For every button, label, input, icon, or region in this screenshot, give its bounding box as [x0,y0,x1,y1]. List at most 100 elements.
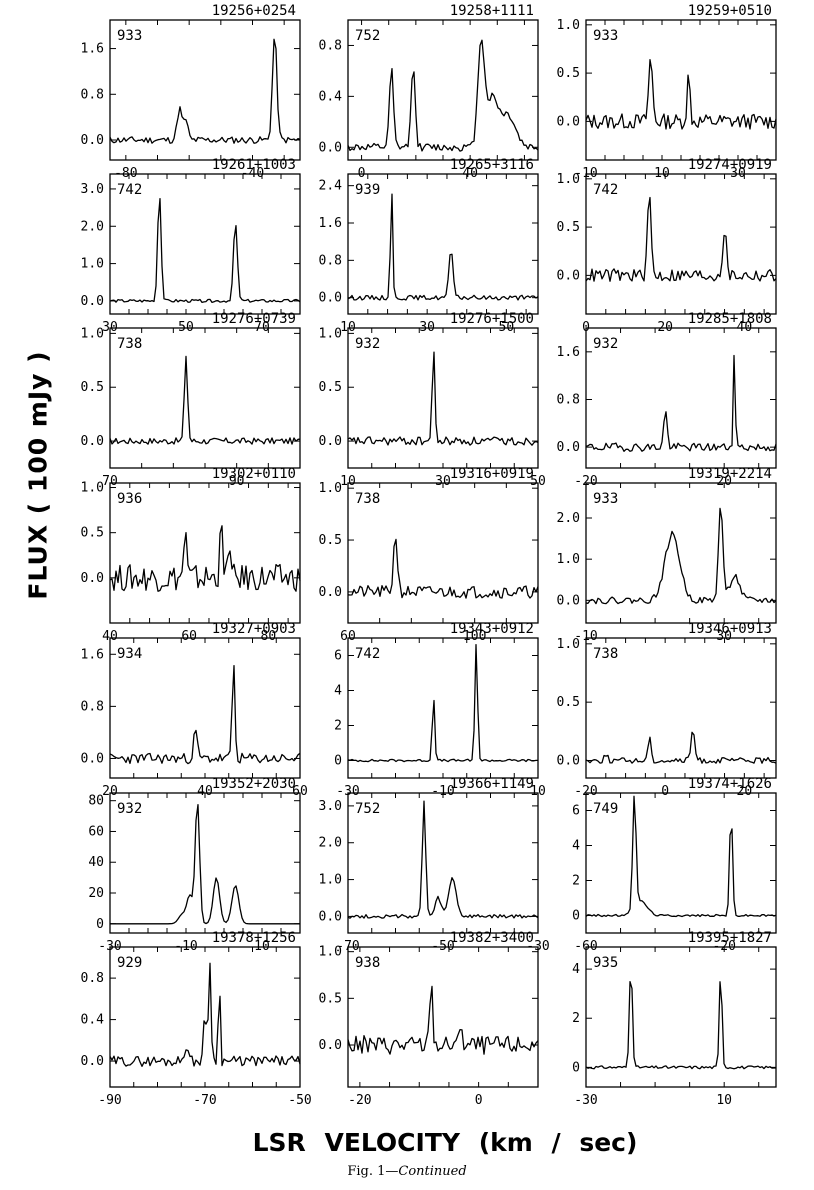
panel-frame [109,482,301,624]
x-tick-label: 30 [716,629,732,644]
y-tick-label: 0.5 [81,526,104,541]
spectrum-panel: 19276+0739 738 0.0 0.5 1.0 70 90 [81,311,301,489]
spectrum-line [585,731,777,764]
panel-title: 19256+0254 [212,3,296,19]
y-tick-label: 2.4 [319,179,343,194]
panel-title: 19259+0510 [688,3,772,19]
y-tick-label: 1.6 [81,42,104,57]
x-tick-label: 50 [530,474,546,489]
y-tick-label: 0.0 [557,268,580,283]
x-tick-label: 30 [435,474,451,489]
panel-id: 938 [355,955,380,971]
panel-title: 19378+1256 [212,930,296,946]
spectrum-panel: 19285+1808 932 0.0 0.8 1.6 -20 20 [557,311,777,489]
y-tick-label: 0.5 [319,533,342,548]
x-tick-label: -10 [431,784,454,799]
y-tick-label: 1.6 [81,647,104,662]
figure-caption: Fig. 1—Continued [300,1164,514,1179]
panel-id: 933 [593,491,618,507]
x-tick-label: -30 [574,1093,597,1108]
spectrum-line [109,665,301,765]
x-tick-label: 100 [463,629,486,644]
x-tick-label: 80 [261,629,277,644]
y-tick-label: 0.8 [81,87,104,102]
y-tick-label: 20 [88,886,104,901]
panel-id: 932 [355,336,380,352]
spectrum-panel: 19319+2214 933 0.0 1.0 2.0 -10 30 [557,466,777,644]
caption-continued: Continued [398,1164,467,1179]
panel-id: 738 [117,336,142,352]
spectrum-line [347,351,539,446]
panel-frame [585,637,777,779]
x-tick-label: -20 [348,1093,371,1108]
panel-title: 19265+3116 [450,157,534,173]
y-tick-label: 0.0 [81,294,104,309]
x-tick-label: 90 [229,474,245,489]
y-tick-label: 0.4 [81,1013,105,1028]
x-tick-label: -30 [336,784,359,799]
spectrum-line [347,800,539,919]
panel-frame [585,482,777,624]
x-tick-label: 0 [661,784,669,799]
x-tick-label: -20 [574,784,597,799]
y-tick-label: 80 [88,794,104,809]
y-tick-label: 0.8 [81,699,104,714]
y-axis-label: FLUX ( 100 mJy ) [8,250,68,700]
y-tick-label: 0.0 [319,140,342,155]
x-tick-label: 20 [102,784,118,799]
spectrum-panel: 19395+1827 935 0 2 4 -30 10 [572,930,777,1108]
x-tick-label: -20 [574,474,597,489]
y-tick-label: 3.0 [319,799,342,814]
panel-frame [109,19,301,161]
y-tick-label: 0.5 [557,66,580,81]
x-tick-label: 60 [292,784,308,799]
panel-title: 19285+1808 [688,311,772,327]
panel-id: 936 [117,491,142,507]
panel-id: 933 [117,28,142,44]
y-tick-label: 1.0 [319,873,342,888]
y-tick-label: 0.4 [319,89,343,104]
y-tick-label: 0.5 [319,991,342,1006]
y-tick-label: 0 [572,909,580,924]
panel-id: 932 [593,336,618,352]
y-tick-label: 0 [96,917,104,932]
spectrum-panel: 19382+3400 938 0.0 0.5 1.0 -20 0 [319,930,539,1108]
spectrum-line [109,38,301,144]
spectrum-line [347,643,538,763]
panel-title: 19366+1149 [450,776,534,792]
y-tick-label: 60 [88,824,104,839]
panel-title: 19276+0739 [212,311,296,327]
y-tick-label: 2 [334,719,342,734]
y-tick-label: 0.8 [557,392,580,407]
y-tick-label: 1.0 [81,326,104,341]
spectrum-line [109,525,301,592]
y-tick-label: 0.0 [557,593,580,608]
panel-frame [347,173,539,315]
y-tick-label: 0.0 [557,754,580,769]
spectrum-line [109,197,301,304]
y-tick-label: 0.5 [319,380,342,395]
spectrum-panel: 19302+0110 936 0.0 0.5 1.0 40 60 80 [81,466,301,644]
panel-title: 19302+0110 [212,466,296,482]
panel-id: 752 [355,28,380,44]
panel-title: 19327+0903 [212,621,296,637]
y-tick-label: 0.0 [319,291,342,306]
panel-title: 19319+2214 [688,466,772,482]
spectrum-line [585,980,776,1070]
y-tick-label: 0.5 [81,380,104,395]
panel-id: 939 [355,182,380,198]
x-tick-label: 60 [181,629,197,644]
x-tick-label: 60 [340,629,356,644]
y-tick-label: 1.0 [557,552,580,567]
panel-title: 19276+1500 [450,311,534,327]
panel-frame [347,946,539,1088]
panel-id: 932 [117,801,142,817]
panel-id: 752 [355,801,380,817]
panel-title: 19316+0919 [450,466,534,482]
spectrum-line [110,803,300,925]
